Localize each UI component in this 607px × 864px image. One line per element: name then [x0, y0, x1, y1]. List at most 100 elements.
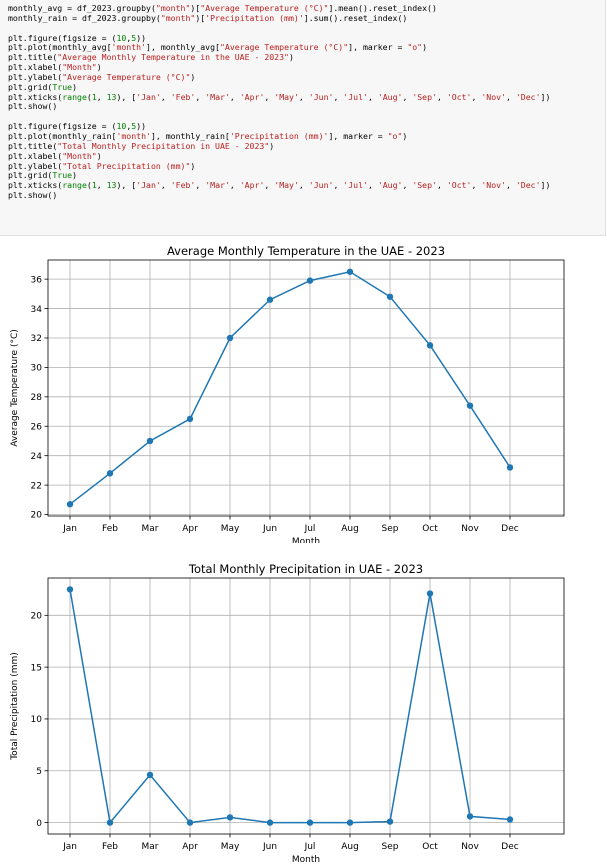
y-tick-label: 10 — [31, 715, 43, 725]
code-token: ) — [402, 130, 408, 141]
code-token: plt.xlabel( — [8, 62, 63, 73]
data-point — [386, 818, 394, 825]
code-token: 'Jan' — [136, 91, 161, 102]
data-point — [426, 590, 434, 597]
y-tick-label: 20 — [31, 511, 43, 521]
code-token: , — [367, 180, 378, 191]
code-token: plt.ylabel( — [8, 71, 63, 82]
y-tick-label: 28 — [31, 393, 43, 403]
code-token: 10 — [116, 32, 127, 43]
code-token: 'Dec' — [515, 91, 541, 102]
code-token: 13 — [106, 180, 117, 191]
y-tick-label: 32 — [31, 334, 42, 344]
code-token: "o" — [407, 42, 423, 53]
code-token: 'Jan' — [136, 180, 161, 191]
x-tick-label: Feb — [102, 842, 118, 852]
code-token: ) — [72, 170, 78, 181]
x-tick-label: May — [221, 524, 240, 534]
code-token: ) — [269, 140, 275, 151]
code-token: , — [160, 91, 171, 102]
code-token: True — [52, 170, 73, 181]
x-tick-label: Sep — [382, 842, 399, 852]
series-line — [69, 271, 511, 505]
code-token: )[ — [195, 12, 206, 23]
code-token: , — [126, 32, 132, 43]
code-token: 'Apr' — [239, 91, 265, 102]
code-token: "Average Monthly Temperature in the UAE … — [57, 52, 289, 63]
x-tick-label: Aug — [341, 524, 359, 534]
data-point — [146, 771, 154, 779]
code-token: plt.figure(figsize = ( — [8, 32, 117, 43]
y-tick-label: 20 — [31, 612, 43, 622]
x-tick-label: Jun — [262, 842, 277, 852]
code-token: ) — [422, 42, 428, 53]
y-tick-label: 34 — [31, 305, 43, 315]
code-editor[interactable]: monthly_avg = df_2023.groupby("month")["… — [8, 3, 550, 201]
code-token: 'Jun' — [308, 180, 334, 191]
code-token: plt.show() — [8, 190, 58, 201]
code-token: , — [298, 91, 309, 102]
code-token: "Total Precipitation (mm)" — [62, 160, 191, 171]
x-tick-label: Nov — [461, 842, 479, 852]
data-point — [386, 293, 394, 300]
code-token: ) — [288, 52, 294, 63]
code-token: ], marker = — [348, 42, 408, 53]
data-point — [266, 819, 274, 826]
code-token: "Month" — [62, 62, 97, 73]
code-token: plt.ylabel( — [8, 160, 63, 171]
plot-frame — [47, 259, 565, 517]
code-token: "month" — [155, 3, 191, 13]
code-token: )[ — [190, 3, 201, 13]
code-cell[interactable]: monthly_avg = df_2023.groupby("month")["… — [0, 0, 606, 236]
code-token: , — [506, 91, 516, 102]
data-point — [306, 819, 314, 826]
data-point — [186, 415, 194, 423]
code-token: ( — [86, 91, 92, 102]
code-token: ) — [96, 62, 102, 73]
data-point — [346, 819, 354, 826]
code-token: 'Apr' — [239, 180, 265, 191]
code-token: , — [367, 91, 378, 102]
code-token: 'Sep' — [412, 91, 437, 102]
x-tick-label: Dec — [501, 842, 518, 852]
x-tick-label: Mar — [142, 524, 159, 534]
code-token: 'Dec' — [515, 180, 541, 191]
precipitation-chart: Total Monthly Precipitation in UAE - 202… — [10, 562, 565, 864]
code-token: range — [62, 180, 87, 191]
data-point — [306, 277, 314, 284]
code-token: , — [229, 180, 240, 191]
code-token: ) — [190, 71, 196, 82]
code-token: ) — [96, 150, 102, 161]
code-token: , — [160, 180, 171, 191]
code-token: 'month' — [111, 42, 147, 53]
code-token: , — [471, 91, 482, 102]
code-token: 'May' — [274, 180, 299, 191]
code-token: ), [ — [116, 91, 137, 102]
code-token: 13 — [106, 91, 117, 102]
y-tick-label: 0 — [36, 819, 42, 829]
code-token: , — [195, 91, 206, 102]
code-token: "o" — [387, 130, 403, 141]
code-token: "Month" — [62, 150, 97, 161]
code-token: 'Aug' — [377, 91, 403, 102]
data-point — [266, 296, 274, 303]
code-token: ( — [86, 180, 92, 191]
code-token: 'Nov' — [481, 180, 507, 191]
y-tick-label: 5 — [36, 767, 42, 777]
code-token: plt.figure(figsize = ( — [8, 121, 117, 132]
code-token: 10 — [116, 121, 127, 132]
code-token: 5 — [131, 32, 137, 43]
temperature-chart: Average Monthly Temperature in the UAE -… — [10, 244, 565, 543]
code-token: plt.grid( — [8, 170, 53, 181]
code-token: 'Jul' — [343, 91, 368, 102]
code-token: , — [264, 91, 275, 102]
data-point — [426, 342, 434, 349]
data-point — [146, 437, 154, 445]
data-point — [106, 819, 114, 826]
code-token: 'Sep' — [412, 180, 437, 191]
code-token: 'Nov' — [481, 91, 507, 102]
x-tick-label: Oct — [422, 842, 438, 852]
code-token: plt.xticks( — [8, 91, 63, 102]
code-token: range — [62, 91, 87, 102]
data-point — [466, 402, 474, 409]
